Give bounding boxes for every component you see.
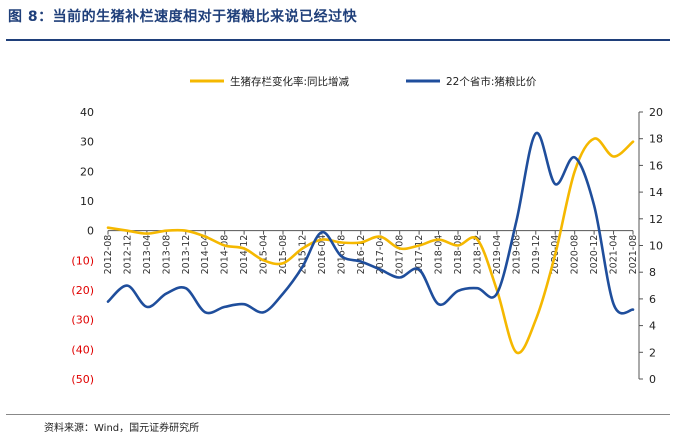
figure-title: 图 8：当前的生猪补栏速度相对于猪粮比来说已经过快: [8, 9, 358, 25]
left-tick-label: (30): [71, 314, 94, 327]
x-tick-label: 2014-04: [200, 235, 211, 275]
x-tick-label: 2017-12: [414, 235, 425, 275]
x-tick-label: 2020-12: [589, 235, 600, 275]
source-note: 资料来源：Wind，国元证券研究所: [44, 423, 200, 434]
x-tick-label: 2017-08: [395, 235, 406, 275]
x-tick-label: 2017-04: [375, 235, 386, 275]
x-tick-label: 2012-08: [103, 235, 114, 275]
legend-label-1: 22个省市:猪粮比价: [446, 75, 537, 88]
left-tick-label: (40): [71, 343, 94, 356]
series-line-yellow: [106, 137, 635, 355]
left-tick-label: 30: [80, 136, 94, 149]
right-tick-label: 2: [649, 346, 656, 359]
x-tick-label: 2021-08: [628, 235, 639, 275]
right-tick-label: 16: [649, 159, 663, 172]
left-tick-label: 40: [80, 106, 94, 119]
right-tick-label: 14: [649, 186, 663, 199]
x-tick-label: 2018-08: [453, 235, 464, 275]
right-tick-label: 18: [649, 133, 663, 146]
x-tick-label: 2020-08: [570, 235, 581, 275]
title-rule: [6, 39, 670, 41]
x-tick-label: 2019-04: [492, 235, 503, 275]
right-tick-label: 8: [649, 266, 656, 279]
x-tick-label: 2012-12: [122, 235, 133, 275]
x-tick-label: 2016-04: [317, 235, 328, 275]
series-line-blue: [106, 132, 635, 315]
x-tick-label: 2015-12: [297, 235, 308, 275]
x-tick-label: 2016-12: [356, 235, 367, 275]
left-tick-label: 0: [87, 225, 94, 238]
x-tick-label: 2013-04: [142, 235, 153, 275]
left-tick-label: 10: [80, 195, 94, 208]
x-tick-label: 2015-08: [278, 235, 289, 275]
x-tick-label: 2015-04: [259, 235, 270, 275]
right-tick-label: 20: [649, 106, 663, 119]
right-tick-label: 12: [649, 213, 663, 226]
legend-label-0: 生猪存栏变化率:同比增减: [230, 75, 350, 88]
x-tick-label: 2019-12: [531, 235, 542, 275]
right-tick-label: 6: [649, 293, 656, 306]
x-tick-label: 2014-12: [239, 235, 250, 275]
x-tick-label: 2018-12: [472, 235, 483, 275]
x-tick-label: 2014-08: [220, 235, 231, 275]
left-tick-label: (20): [71, 284, 94, 297]
left-tick-label: (50): [71, 373, 94, 386]
legend: 生猪存栏变化率:同比增减 22个省市:猪粮比价: [190, 75, 537, 88]
x-tick-label: 2013-08: [161, 235, 172, 275]
x-tick-label: 2016-08: [336, 235, 347, 275]
x-tick-label: 2021-04: [609, 235, 620, 275]
x-tick-label: 2018-04: [434, 235, 445, 275]
bottom-rule: [6, 414, 670, 415]
x-tick-label: 2013-12: [181, 235, 192, 275]
right-tick-label: 0: [649, 373, 656, 386]
x-axis-ticks: 2012-08 2012-12 2013-04 2013-08 2013-12 2014-…: [103, 230, 639, 275]
right-tick-label: 4: [649, 320, 656, 333]
series-lines: [106, 132, 635, 355]
left-tick-label: 20: [80, 165, 94, 178]
left-axis-ticks: 40 30 20 10 0 (10) (20) (30) (40) (50): [71, 106, 94, 386]
right-tick-label: 10: [649, 240, 663, 253]
x-tick-label: 2019-08: [511, 235, 522, 275]
left-tick-label: (10): [71, 254, 94, 267]
